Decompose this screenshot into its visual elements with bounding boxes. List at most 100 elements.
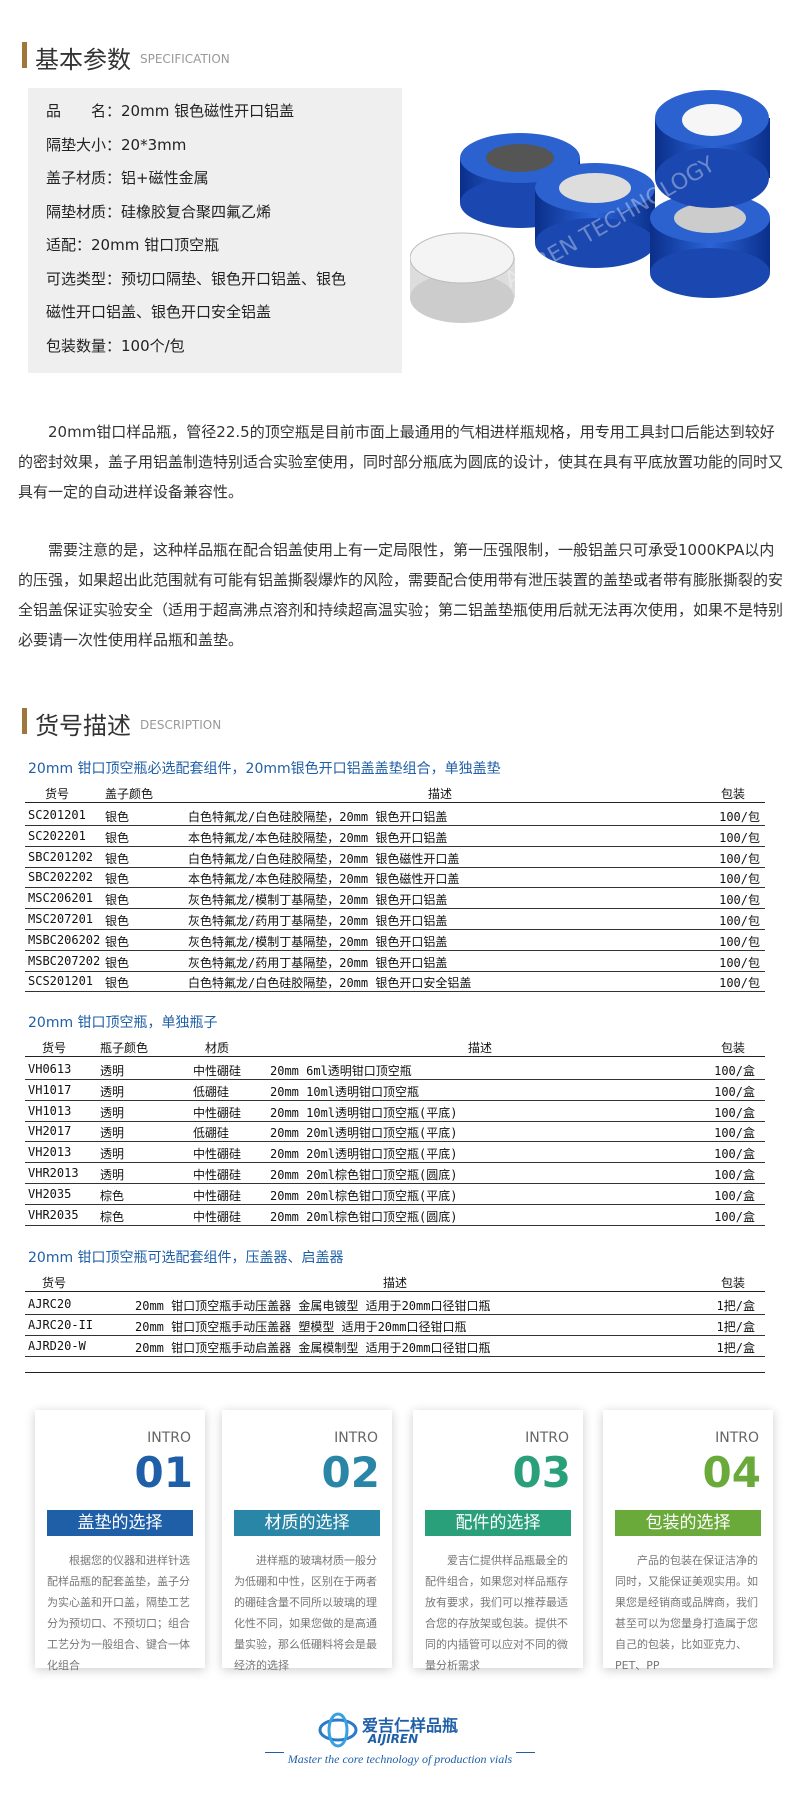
- row-rule: [25, 1355, 765, 1357]
- table-cell: AJRC20: [28, 1297, 72, 1311]
- table-cell: 透明: [100, 1105, 125, 1120]
- row-rule: [25, 845, 765, 847]
- table-cell: VHR2035: [28, 1207, 79, 1222]
- spec-line: 适配：20mm 钳口顶空瓶: [46, 236, 220, 254]
- table-title: 20mm 钳口顶空瓶可选配套组件，压盖器、启盖器: [28, 1250, 344, 1266]
- intro-card: INTRO 01 盖垫的选择 根据您的仪器和进样针选配样品瓶的配套盖垫，盖子分为实心盖…: [35, 1410, 205, 1672]
- row-rule: [25, 825, 765, 826]
- table-cell: MSC207201: [28, 912, 94, 926]
- table-cell: 100/盒: [714, 1084, 755, 1099]
- cap: [650, 193, 770, 298]
- table-rule: [25, 802, 765, 803]
- table-cell: 银色: [105, 872, 130, 887]
- card-text: 爱吉仁提供样品瓶最全的配件组合，如果您对样品瓶存放有要求，我们可以推荐最适合您的…: [425, 1554, 568, 1672]
- table-cell: 低硼硅: [193, 1126, 230, 1141]
- table-cell: VHR2013: [28, 1166, 79, 1180]
- intro-card: INTRO 02 材质的选择 进样瓶的玻璃材质一般分为低硼和中性，区别在于两者的硼硅含…: [222, 1410, 392, 1672]
- accent-bar: [22, 708, 27, 734]
- table-cell: 中性硼硅: [193, 1168, 242, 1182]
- cap: [410, 232, 515, 323]
- table-cell: 20mm 20ml棕色钳口顶空瓶(圆底): [270, 1209, 458, 1224]
- table-cell: 银色: [105, 830, 130, 845]
- row-rule: [25, 929, 765, 930]
- table-cell: 白色特氟龙/白色硅胶隔垫，20mm 银色开口安全铝盖: [188, 976, 472, 991]
- table-cell: SCS201201: [28, 974, 94, 989]
- table-cell: 100/包: [719, 893, 760, 908]
- table-cell: 20mm 20ml透明钳口顶空瓶(平底): [270, 1126, 458, 1141]
- intro-card: INTRO 04 包装的选择 产品的包装在保证洁净的同时，又能保证美观实用。如果您是经…: [603, 1410, 773, 1672]
- table-cell: 20mm 钳口顶空瓶手动启盖器 金属模制型 适用于20mm口径钳口瓶: [135, 1340, 491, 1355]
- table-header: 瓶子颜色: [100, 1041, 149, 1055]
- table-cell: 20mm 钳口顶空瓶手动压盖器 塑模型 适用于20mm口径钳口瓶: [135, 1319, 467, 1334]
- table-cell: 1把/盒: [716, 1299, 755, 1313]
- card-number: 02: [321, 1448, 380, 1497]
- row-rule: [25, 1141, 765, 1143]
- brand: 爱吉仁样品瓶: [362, 1716, 459, 1735]
- table-cell: 100/盒: [714, 1105, 755, 1120]
- table-cell: 100/包: [719, 934, 760, 949]
- table-cell: 100/盒: [714, 1188, 755, 1203]
- table-cell: SC202201: [28, 828, 86, 843]
- table-cell: 100/盒: [714, 1209, 755, 1224]
- card-number: 01: [134, 1448, 193, 1497]
- logo-mark: [318, 1712, 358, 1748]
- card-title: 盖垫的选择: [47, 1510, 193, 1536]
- row-rule: [25, 1203, 765, 1205]
- table-cell: 透明: [100, 1168, 125, 1182]
- table-cell: 灰色特氟龙/药用丁基隔垫，20mm 银色开口铝盖: [188, 914, 448, 928]
- table-cell: 银色: [105, 934, 130, 949]
- table-cell: 银色: [105, 976, 130, 991]
- table-cell: 中性硼硅: [193, 1188, 242, 1203]
- table-cell: VH0613: [28, 1062, 72, 1076]
- brand-en: AIJIREN: [368, 1732, 419, 1746]
- table-header: 描述: [382, 1276, 407, 1290]
- table-title: 20mm 钳口顶空瓶，单独瓶子: [28, 1015, 218, 1031]
- card-title: 材质的选择: [234, 1510, 380, 1536]
- card-label: INTRO: [715, 1430, 759, 1446]
- table-cell: 棕色: [100, 1188, 125, 1203]
- row-rule: [25, 1120, 765, 1122]
- table-cell: 透明: [100, 1147, 125, 1162]
- table-cell: 100/包: [719, 830, 760, 845]
- row-rule: [25, 887, 765, 889]
- table-cell: VH2017: [28, 1124, 72, 1139]
- table-cell: 银色: [105, 914, 130, 928]
- cap: [535, 163, 655, 268]
- table-header: 货号: [42, 1276, 67, 1290]
- table-cell: MSBC207202: [28, 953, 101, 968]
- row-rule: [25, 949, 765, 951]
- table-cell: 1把/盒: [716, 1319, 755, 1334]
- table-cell: 1把/盒: [716, 1340, 755, 1355]
- spec-box: [28, 88, 402, 373]
- row-rule: [25, 970, 765, 972]
- table-header: 货号: [42, 1041, 67, 1055]
- table-cell: 20mm 20ml棕色钳口顶空瓶(圆底): [270, 1168, 458, 1182]
- spec-line: 品 名：20mm 银色磁性开口铝盖: [46, 102, 295, 120]
- table-cell: VH2035: [28, 1186, 72, 1201]
- card-label: INTRO: [334, 1430, 378, 1446]
- table-cell: MSBC206202: [28, 932, 101, 947]
- table-cell: 100/盒: [714, 1126, 755, 1141]
- table-cell: 20mm 6ml透明钳口顶空瓶: [270, 1064, 412, 1078]
- card-label: INTRO: [525, 1430, 569, 1446]
- table-cell: 20mm 10ml透明钳口顶空瓶(平底): [270, 1105, 458, 1120]
- table-cell: MSC206201: [28, 891, 94, 906]
- intro-card: INTRO 03 配件的选择 爱吉仁提供样品瓶最全的配件组合，如果您对样品瓶存放有要求…: [413, 1410, 583, 1672]
- card-text: 产品的包装在保证洁净的同时，又能保证美观实用。如果您是经销商或品牌商，我们甚至可…: [615, 1554, 758, 1672]
- spec-line: 包装数量：100个/包: [46, 336, 185, 355]
- table-header: 包装: [720, 787, 745, 801]
- table-header: 描述: [427, 787, 452, 801]
- table-header: 包装: [720, 1276, 745, 1290]
- table-cell: 银色: [105, 851, 130, 866]
- table-cell: 银色: [105, 810, 130, 824]
- table-cell: VH2013: [28, 1145, 72, 1160]
- table-cell: 中性硼硅: [193, 1105, 242, 1120]
- table-cell: 100/盒: [714, 1064, 755, 1078]
- table-header: 材质: [205, 1041, 230, 1055]
- card-number: 04: [702, 1448, 761, 1497]
- table-cell: 100/包: [719, 872, 760, 887]
- table-cell: 100/盒: [714, 1168, 755, 1182]
- row-rule: [25, 991, 765, 993]
- table-cell: 银色: [105, 893, 130, 908]
- table-cell: 灰色特氟龙/模制丁基隔垫，20mm 银色开口铝盖: [188, 893, 448, 908]
